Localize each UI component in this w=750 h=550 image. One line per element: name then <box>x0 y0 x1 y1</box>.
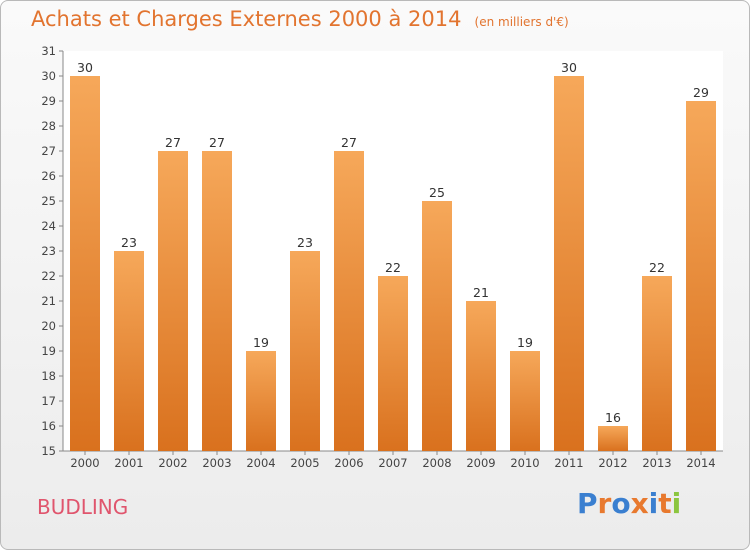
data-label: 27 <box>209 135 225 150</box>
y-tick-label: 19 <box>41 344 56 358</box>
brand-letter: x <box>630 487 649 520</box>
data-label: 30 <box>77 60 93 75</box>
x-tick-label: 2009 <box>466 456 495 470</box>
x-tick-label: 2008 <box>422 456 451 470</box>
y-tick-label: 18 <box>41 369 56 383</box>
y-tick-label: 20 <box>41 319 56 333</box>
data-label: 29 <box>693 85 709 100</box>
bar <box>378 276 408 451</box>
brand-letter: i <box>648 487 659 520</box>
y-tick-label: 30 <box>41 69 56 83</box>
bar <box>158 151 188 451</box>
brand-letter: r <box>597 487 612 520</box>
x-tick-label: 2014 <box>686 456 715 470</box>
y-tick-label: 31 <box>41 44 56 58</box>
data-label: 27 <box>341 135 357 150</box>
y-tick-label: 26 <box>41 169 56 183</box>
y-tick-label: 17 <box>41 394 56 408</box>
bar <box>334 151 364 451</box>
y-tick-label: 21 <box>41 294 56 308</box>
x-tick-label: 2007 <box>378 456 407 470</box>
bar <box>686 101 716 451</box>
bar <box>466 301 496 451</box>
brand-letter: i <box>671 487 682 520</box>
chart-subtitle: (en milliers d'€) <box>474 15 569 29</box>
x-tick-label: 2000 <box>70 456 99 470</box>
bar <box>598 426 628 451</box>
bar <box>554 76 584 451</box>
bar <box>642 276 672 451</box>
x-tick-label: 2005 <box>290 456 319 470</box>
x-tick-label: 2004 <box>246 456 275 470</box>
y-tick-label: 25 <box>41 194 56 208</box>
y-tick-label: 27 <box>41 144 56 158</box>
bar <box>202 151 232 451</box>
bar <box>70 76 100 451</box>
data-label: 23 <box>297 235 313 250</box>
brand-letter: P <box>577 487 598 520</box>
y-tick-label: 22 <box>41 269 56 283</box>
data-label: 30 <box>561 60 577 75</box>
brand-letter: t <box>658 487 672 520</box>
bar <box>290 251 320 451</box>
brand-letter: o <box>611 487 631 520</box>
data-label: 23 <box>121 235 137 250</box>
data-label: 16 <box>605 410 621 425</box>
x-tick-label: 2012 <box>598 456 627 470</box>
y-tick-label: 15 <box>41 444 56 458</box>
data-label: 22 <box>649 260 665 275</box>
x-tick-label: 2011 <box>554 456 583 470</box>
x-tick-label: 2003 <box>202 456 231 470</box>
y-tick-label: 16 <box>41 419 56 433</box>
x-tick-label: 2010 <box>510 456 539 470</box>
brand-logo: Proxiti <box>577 487 681 520</box>
x-tick-label: 2001 <box>114 456 143 470</box>
data-label: 25 <box>429 185 445 200</box>
bar <box>246 351 276 451</box>
data-label: 19 <box>253 335 269 350</box>
bar <box>422 201 452 451</box>
x-tick-label: 2006 <box>334 456 363 470</box>
chart-title: Achats et Charges Externes 2000 à 2014 <box>31 7 462 31</box>
title-row: Achats et Charges Externes 2000 à 2014 (… <box>31 7 569 31</box>
commune-name: BUDLING <box>37 495 129 519</box>
bar <box>510 351 540 451</box>
x-tick-label: 2013 <box>642 456 671 470</box>
y-tick-label: 29 <box>41 94 56 108</box>
x-tick-label: 2002 <box>158 456 187 470</box>
data-label: 22 <box>385 260 401 275</box>
bar <box>114 251 144 451</box>
y-tick-label: 24 <box>41 219 56 233</box>
y-tick-label: 28 <box>41 119 56 133</box>
data-label: 27 <box>165 135 181 150</box>
y-tick-label: 23 <box>41 244 56 258</box>
data-label: 19 <box>517 335 533 350</box>
data-label: 21 <box>473 285 489 300</box>
